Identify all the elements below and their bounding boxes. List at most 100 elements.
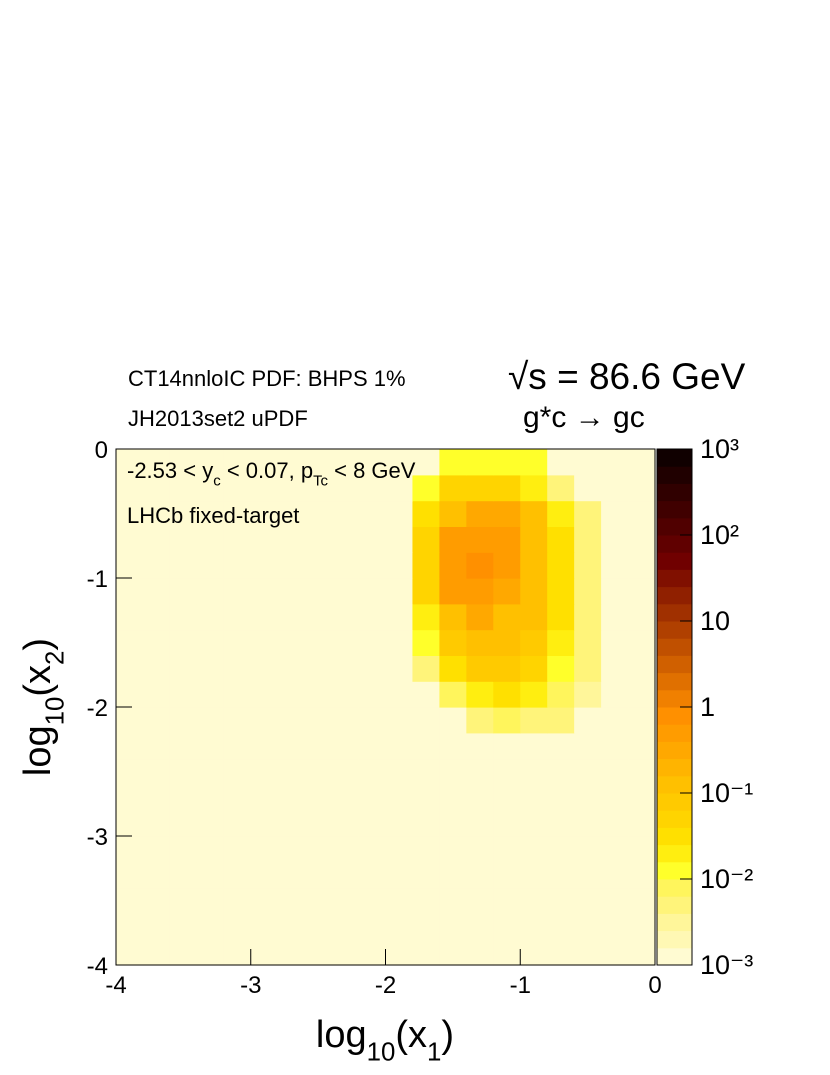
heat-cell bbox=[601, 913, 629, 940]
heat-cell bbox=[439, 552, 467, 579]
heat-cell bbox=[331, 449, 360, 476]
heat-cell bbox=[142, 887, 171, 914]
heat-cell bbox=[142, 578, 171, 605]
heat-cell bbox=[385, 681, 414, 708]
heat-cell bbox=[439, 655, 467, 682]
colorbar-swatch bbox=[657, 827, 692, 846]
cut-label-part: -2.53 < y bbox=[127, 458, 213, 483]
colorbar-tick-label: 10³ bbox=[700, 434, 739, 464]
heat-cell bbox=[520, 707, 548, 734]
heat-cell bbox=[547, 603, 575, 631]
heat-cell bbox=[358, 784, 387, 811]
y-axis-title-subscript: 2 bbox=[41, 651, 69, 665]
heat-cell bbox=[547, 474, 575, 502]
heat-cell bbox=[493, 784, 521, 811]
colorbar-swatch bbox=[657, 896, 692, 914]
heat-cell bbox=[142, 526, 171, 553]
colorbar-swatch bbox=[657, 810, 692, 828]
heat-cell bbox=[116, 603, 144, 631]
heat-cell bbox=[547, 655, 575, 682]
heat-cell bbox=[331, 836, 360, 863]
heat-cell bbox=[358, 913, 387, 940]
heat-cell bbox=[116, 836, 144, 863]
heat-cell bbox=[142, 629, 171, 656]
heat-cell bbox=[169, 939, 198, 966]
heat-cell bbox=[520, 681, 548, 708]
heat-cell bbox=[277, 707, 306, 734]
heat-cell bbox=[412, 810, 440, 837]
colorbar-tick-label: 10 bbox=[700, 606, 730, 636]
heat-cell bbox=[547, 500, 575, 527]
colorbar-swatch bbox=[657, 758, 692, 777]
heat-cell bbox=[574, 861, 602, 889]
heat-cell bbox=[142, 707, 171, 734]
x-axis-title: log10(x1) bbox=[316, 1014, 454, 1066]
heat-cell bbox=[250, 810, 279, 837]
heat-cell bbox=[358, 552, 387, 579]
x-axis-title-part: ) bbox=[441, 1014, 454, 1056]
heat-cell bbox=[574, 526, 602, 553]
heat-cell bbox=[520, 500, 548, 527]
heat-cell bbox=[142, 449, 171, 476]
heat-cell bbox=[628, 578, 656, 605]
x-tick-label: -1 bbox=[510, 972, 531, 999]
heat-cell bbox=[250, 887, 279, 914]
colorbar-tick-label: 10⁻¹ bbox=[700, 778, 753, 808]
heat-cell bbox=[466, 939, 494, 966]
heat-cell bbox=[412, 552, 440, 579]
heat-cell bbox=[250, 939, 279, 966]
heat-cell bbox=[439, 887, 467, 914]
heat-cell bbox=[520, 913, 548, 940]
heat-cell bbox=[358, 526, 387, 553]
heat-cell bbox=[574, 836, 602, 863]
heat-cell bbox=[601, 474, 629, 502]
heat-cell bbox=[547, 578, 575, 605]
heat-cell bbox=[412, 939, 440, 966]
heat-cell bbox=[547, 939, 575, 966]
heat-cell bbox=[358, 758, 387, 785]
heat-cell bbox=[169, 810, 198, 837]
heat-cell bbox=[574, 655, 602, 682]
heat-cell bbox=[250, 784, 279, 811]
heat-cell bbox=[520, 887, 548, 914]
heat-cell bbox=[466, 861, 494, 889]
heat-cell bbox=[304, 449, 333, 476]
heat-cell bbox=[304, 603, 333, 631]
heat-cell bbox=[466, 758, 494, 785]
colorbar-swatch bbox=[657, 844, 692, 863]
heat-cell bbox=[277, 655, 306, 682]
heat-cell bbox=[331, 784, 360, 811]
heat-cell bbox=[520, 552, 548, 579]
heat-cell bbox=[304, 552, 333, 579]
heat-cell bbox=[601, 449, 629, 476]
heat-cell bbox=[331, 629, 360, 656]
cut-label-subscript: c bbox=[213, 473, 221, 490]
heat-cell bbox=[116, 681, 144, 708]
heat-cell bbox=[304, 784, 333, 811]
heat-cell bbox=[277, 629, 306, 656]
heat-cell bbox=[628, 758, 656, 785]
heat-cell bbox=[385, 810, 414, 837]
heat-cell bbox=[358, 578, 387, 605]
heat-cell bbox=[439, 784, 467, 811]
heat-cell bbox=[439, 500, 467, 527]
heat-cell bbox=[520, 939, 548, 966]
heat-cell bbox=[196, 449, 225, 476]
heat-cell bbox=[277, 861, 306, 889]
heat-cell bbox=[601, 655, 629, 682]
heat-cell bbox=[601, 500, 629, 527]
colorbar-swatch bbox=[657, 741, 692, 760]
colorbar-swatch bbox=[657, 913, 692, 932]
heat-cell bbox=[116, 578, 144, 605]
heat-cell bbox=[385, 939, 414, 966]
colorbar-tick-label: 10⁻³ bbox=[700, 950, 753, 980]
heat-cell bbox=[169, 552, 198, 579]
heat-cell bbox=[169, 603, 198, 631]
heat-cell bbox=[412, 449, 440, 476]
heat-cell bbox=[142, 836, 171, 863]
y-axis-title: log10(x2) bbox=[17, 638, 69, 776]
heat-cell bbox=[493, 707, 521, 734]
heat-cell bbox=[250, 861, 279, 889]
heat-cell bbox=[277, 939, 306, 966]
heat-cell bbox=[277, 836, 306, 863]
